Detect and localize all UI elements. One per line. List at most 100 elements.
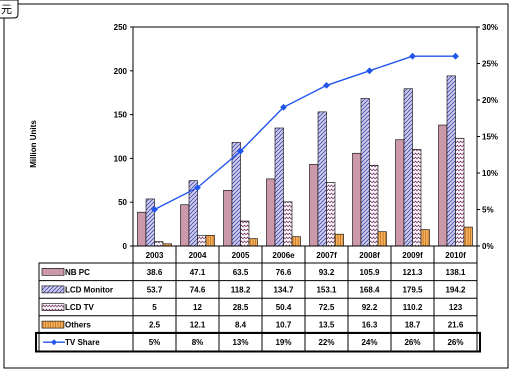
table-cell: 194.2 <box>445 285 466 294</box>
table-cell: 13.5 <box>319 321 335 330</box>
table-cell: 19% <box>275 338 291 347</box>
table-cell: 105.9 <box>359 268 380 277</box>
table-cell: 28.5 <box>233 303 249 312</box>
table-cell: 50.4 <box>276 303 292 312</box>
legend-entry: LCD TV <box>65 303 95 312</box>
table-cell: 168.4 <box>359 285 380 294</box>
table-cell: 12 <box>193 303 202 312</box>
legend-key-nb-pc <box>41 267 65 276</box>
legend-entry: LCD Monitor <box>65 285 113 294</box>
bar-others <box>377 231 387 247</box>
bar-nb-pc <box>266 178 276 247</box>
chart-frame <box>3 3 509 369</box>
tv-share-point <box>409 52 416 60</box>
x-tick-label: 2010f <box>445 251 466 260</box>
tv-share-point <box>280 103 287 111</box>
table-cell: 153.1 <box>316 285 337 294</box>
bar-lcd-monitor <box>317 111 327 247</box>
table-cell: 118.2 <box>231 285 251 294</box>
y-tick-label: 250 <box>114 23 128 32</box>
table-cell: 12.1 <box>190 321 206 330</box>
y2-tick-label: 25% <box>482 60 498 69</box>
table-cell: 10.7 <box>276 321 292 330</box>
table-cell: 8.4 <box>235 321 247 330</box>
x-tick-label: 2007f <box>316 251 337 260</box>
table-cell: 92.2 <box>362 303 378 312</box>
y-axis-label: Million Units <box>29 120 38 168</box>
y-tick-label: 100 <box>114 154 128 163</box>
tv-share-point <box>151 206 158 213</box>
bar-lcd-monitor <box>403 88 413 247</box>
table-cell: 16.3 <box>362 321 378 330</box>
table-cell: 121.3 <box>402 268 423 277</box>
bar-lcd-tv <box>240 220 250 247</box>
table-cell: 5 <box>152 303 157 312</box>
y2-tick-label: 5% <box>482 206 494 215</box>
y-tick-label: 0 <box>123 242 128 251</box>
bar-lcd-tv <box>154 241 164 247</box>
table-cell: 18.7 <box>405 321 421 330</box>
table-cell: 2.5 <box>149 321 161 330</box>
bar-others <box>248 238 258 247</box>
bar-nb-pc <box>137 211 147 247</box>
bar-nb-pc <box>309 164 319 247</box>
table-cell: 74.6 <box>190 285 206 294</box>
bar-lcd-tv <box>369 164 379 247</box>
y-tick-label: 150 <box>114 111 128 120</box>
table-cell: 134.7 <box>273 285 294 294</box>
y2-tick-label: 10% <box>482 169 498 178</box>
y-tick-label: 200 <box>114 67 128 76</box>
x-tick-label: 2009f <box>402 251 423 260</box>
legend-key-others <box>41 320 65 329</box>
tv-share-point <box>323 82 330 89</box>
table-cell: 22% <box>318 338 334 347</box>
table-cell: 93.2 <box>319 268 335 277</box>
table-cell: 72.5 <box>319 303 335 312</box>
bar-others <box>291 236 301 247</box>
legend-key-lcd-tv <box>41 303 65 311</box>
tv-share-point <box>194 184 201 191</box>
x-tick-label: 2005 <box>232 251 250 260</box>
legend-entry: NB PC <box>65 268 90 277</box>
table-cell: 53.7 <box>147 285 163 294</box>
x-tick-label: 2008f <box>359 251 380 260</box>
table-cell: 138.1 <box>445 268 466 277</box>
tv-share-point <box>452 52 459 60</box>
x-tick-label: 2006e <box>272 251 295 260</box>
bar-lcd-tv <box>283 201 293 247</box>
bar-others <box>463 226 473 247</box>
bar-lcd-monitor <box>360 98 370 247</box>
table-cell: 26% <box>404 338 420 347</box>
tv-share-highlight-box <box>35 331 481 353</box>
legend-entry: Others <box>65 321 91 330</box>
table-cell: 47.1 <box>190 268 206 277</box>
table-cell: 21.6 <box>448 321 464 330</box>
bar-nb-pc <box>352 152 362 247</box>
bar-lcd-tv <box>197 235 207 247</box>
table-cell: 5% <box>149 338 161 347</box>
legend-key-tv-share-marker <box>51 339 57 346</box>
table-cell: 24% <box>361 338 377 347</box>
x-tick-label: 2003 <box>146 251 164 260</box>
table-cell: 26% <box>447 338 463 347</box>
bar-lcd-tv <box>455 137 465 247</box>
legend-key-lcd-monitor <box>41 285 65 294</box>
corner-label: 元 <box>1 3 12 16</box>
tv-share-point <box>237 147 244 155</box>
bar-others <box>420 229 430 247</box>
bar-others <box>334 233 344 247</box>
table-cell: 179.5 <box>402 285 423 294</box>
y2-tick-label: 0% <box>482 242 494 251</box>
y-tick-label: 50 <box>118 198 127 207</box>
corner-box <box>0 0 19 19</box>
table-cell: 8% <box>192 338 204 347</box>
table-cell: 76.6 <box>276 268 292 277</box>
legend-entry: TV Share <box>65 338 100 347</box>
bar-lcd-tv <box>326 182 336 247</box>
bar-nb-pc <box>438 124 448 247</box>
bar-others <box>205 235 215 247</box>
tv-share-point <box>366 67 373 75</box>
table-cell: 63.5 <box>233 268 249 277</box>
bar-nb-pc <box>180 204 190 247</box>
bar-nb-pc <box>395 139 405 247</box>
